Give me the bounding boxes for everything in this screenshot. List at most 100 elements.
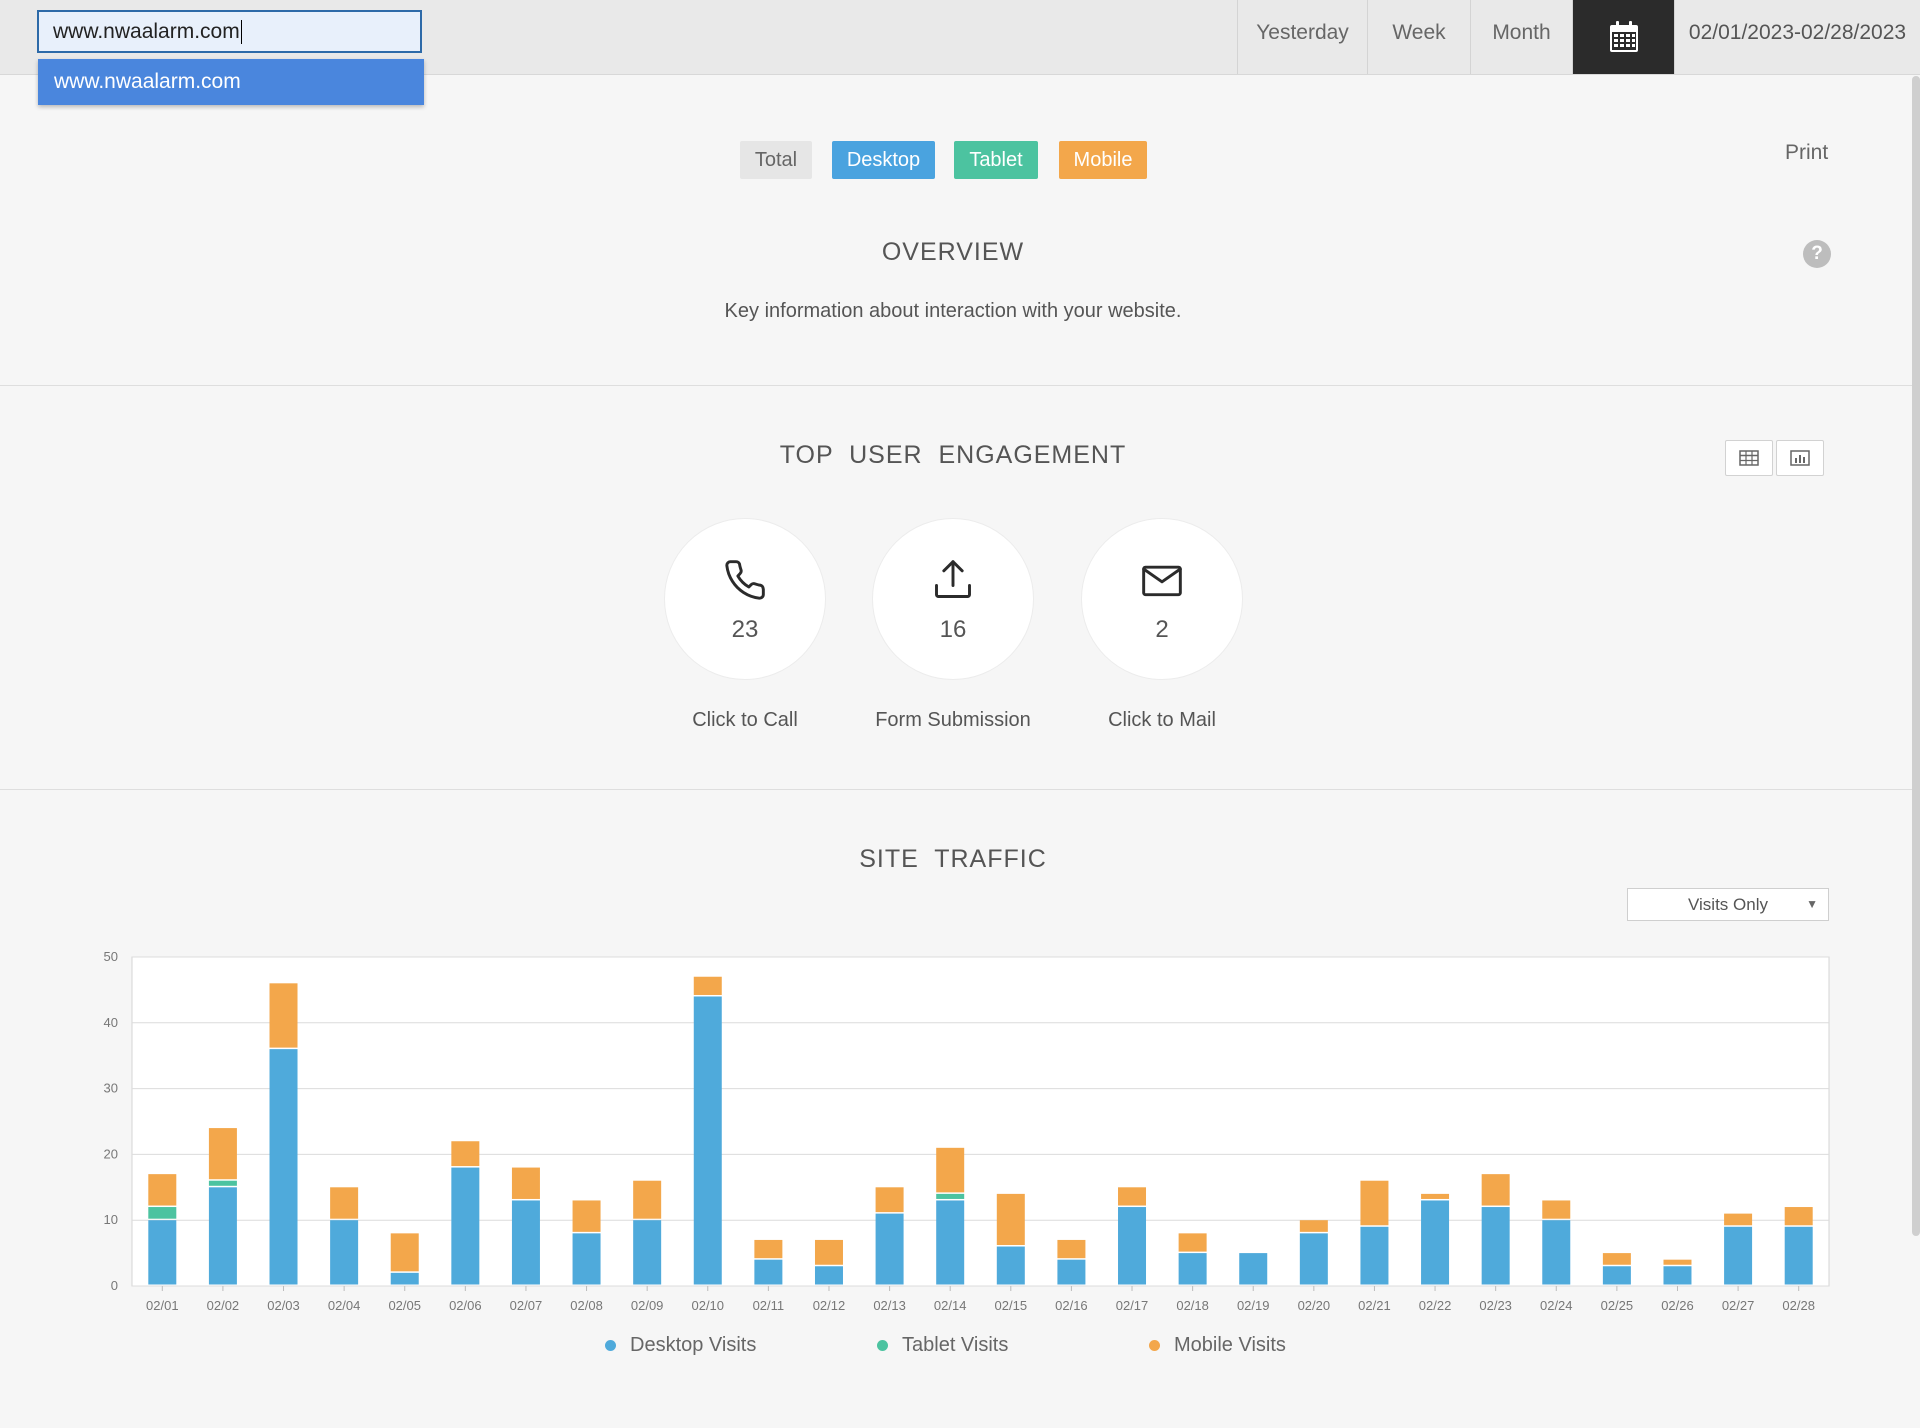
x-tick-label: 02/28 <box>1782 1298 1815 1313</box>
bar-tablet-visits <box>208 1180 237 1186</box>
engagement-circle: 16 <box>872 518 1034 680</box>
week-button[interactable]: Week <box>1367 0 1470 74</box>
bar-desktop-visits <box>1663 1266 1692 1285</box>
filter-mobile[interactable]: Mobile <box>1059 141 1147 179</box>
x-tick-label: 02/01 <box>146 1298 179 1313</box>
x-tick-label: 02/25 <box>1601 1298 1634 1313</box>
engagement-label: Form Submission <box>875 709 1031 731</box>
x-tick-label: 02/17 <box>1116 1298 1149 1313</box>
bar-mobile-visits <box>1178 1233 1207 1252</box>
legend-item-tablet[interactable]: Tablet Visits <box>877 1334 1008 1357</box>
y-tick-label: 20 <box>104 1146 118 1161</box>
engagement-count: 16 <box>939 616 967 643</box>
visits-mode-select[interactable]: Visits Only ▼ <box>1627 888 1829 921</box>
bar-mobile-visits <box>1724 1213 1753 1226</box>
x-tick-label: 02/23 <box>1479 1298 1512 1313</box>
legend-item-desktop[interactable]: Desktop Visits <box>605 1334 756 1357</box>
bar-desktop-visits <box>1481 1207 1510 1285</box>
bar-mobile-visits <box>572 1200 601 1232</box>
date-navigation: Yesterday Week Month 02/01/2023-02/28/20… <box>1237 0 1920 74</box>
x-tick-label: 02/12 <box>813 1298 846 1313</box>
upload-icon <box>935 560 971 598</box>
calendar-button[interactable] <box>1572 0 1674 74</box>
section-divider <box>0 789 1912 790</box>
visits-mode-value: Visits Only <box>1688 895 1768 914</box>
legend-dot <box>1149 1340 1160 1351</box>
engagement-click-to-mail[interactable]: 2 Click to Mail <box>1080 518 1244 732</box>
bar-mobile-visits <box>1784 1207 1813 1226</box>
bar-desktop-visits <box>1299 1233 1328 1285</box>
x-tick-label: 02/27 <box>1722 1298 1755 1313</box>
x-tick-label: 02/21 <box>1358 1298 1391 1313</box>
bar-chart-icon <box>1790 450 1810 466</box>
plot-area <box>131 956 1830 1287</box>
yesterday-button[interactable]: Yesterday <box>1237 0 1367 74</box>
section-divider <box>0 385 1912 386</box>
engagement-click-to-call[interactable]: 23 Click to Call <box>663 518 827 732</box>
table-icon <box>1739 450 1759 466</box>
bar-mobile-visits <box>1360 1180 1389 1226</box>
engagement-count: 23 <box>731 616 759 643</box>
x-tick-label: 02/19 <box>1237 1298 1270 1313</box>
x-tick-label: 02/02 <box>207 1298 240 1313</box>
x-tick-label: 02/08 <box>570 1298 603 1313</box>
x-tick-label: 02/07 <box>510 1298 543 1313</box>
bar-tablet-visits <box>936 1193 965 1199</box>
bar-mobile-visits <box>1057 1239 1086 1259</box>
bar-desktop-visits <box>1360 1226 1389 1285</box>
y-tick-label: 30 <box>104 1081 118 1096</box>
mail-icon <box>1142 565 1182 597</box>
overview-description: Key information about interaction with y… <box>724 300 1182 322</box>
engagement-form-submission[interactable]: 16 Form Submission <box>871 518 1035 732</box>
bar-mobile-visits <box>1481 1174 1510 1206</box>
engagement-circle: 2 <box>1081 518 1243 680</box>
x-tick-label: 02/14 <box>934 1298 967 1313</box>
bar-mobile-visits <box>633 1180 662 1219</box>
site-search-input[interactable]: www.nwaalarm.com <box>37 10 422 53</box>
y-tick-label: 40 <box>104 1015 118 1030</box>
legend-item-mobile[interactable]: Mobile Visits <box>1149 1334 1286 1357</box>
autocomplete-option[interactable]: www.nwaalarm.com <box>38 59 424 105</box>
site-input-value: www.nwaalarm.com <box>53 20 240 43</box>
bar-desktop-visits <box>1602 1266 1631 1285</box>
filter-total[interactable]: Total <box>740 141 812 179</box>
bar-desktop-visits <box>754 1259 783 1285</box>
engagement-label: Click to Call <box>692 709 798 731</box>
x-tick-label: 02/15 <box>995 1298 1028 1313</box>
bar-mobile-visits <box>754 1239 783 1259</box>
x-tick-label: 02/16 <box>1055 1298 1088 1313</box>
x-tick-label: 02/24 <box>1540 1298 1573 1313</box>
x-tick-label: 02/10 <box>691 1298 724 1313</box>
legend-dot <box>877 1340 888 1351</box>
phone-icon <box>725 560 765 600</box>
bar-desktop-visits <box>633 1220 662 1285</box>
bar-desktop-visits <box>1239 1253 1268 1285</box>
bar-mobile-visits <box>996 1193 1025 1246</box>
bar-desktop-visits <box>1118 1207 1147 1285</box>
bar-desktop-visits <box>1724 1226 1753 1285</box>
filter-tablet[interactable]: Tablet <box>954 141 1038 179</box>
chart-view-button[interactable] <box>1776 440 1824 476</box>
bar-mobile-visits <box>330 1187 359 1219</box>
bar-mobile-visits <box>511 1167 540 1199</box>
bar-mobile-visits <box>390 1233 419 1272</box>
date-range-display[interactable]: 02/01/2023-02/28/2023 <box>1674 0 1920 74</box>
filter-desktop[interactable]: Desktop <box>832 141 935 179</box>
page-scrollbar[interactable] <box>1912 76 1920 1236</box>
table-view-button[interactable] <box>1725 440 1773 476</box>
bar-desktop-visits <box>572 1233 601 1285</box>
bar-mobile-visits <box>208 1128 237 1180</box>
print-link[interactable]: Print <box>1785 141 1829 164</box>
help-icon[interactable]: ? <box>1803 240 1831 268</box>
bar-desktop-visits <box>1178 1253 1207 1285</box>
bar-mobile-visits <box>1118 1187 1147 1206</box>
x-tick-label: 02/26 <box>1661 1298 1694 1313</box>
site-traffic-chart: 0 10 20 30 40 50 02/01 02/02 02/03 02/04 02/05 02/0… <box>104 949 1830 1313</box>
bar-mobile-visits <box>148 1174 177 1206</box>
bar-mobile-visits <box>875 1187 904 1213</box>
x-tick-label: 02/13 <box>873 1298 906 1313</box>
bar-mobile-visits <box>1421 1193 1450 1199</box>
calendar-icon <box>1609 21 1638 52</box>
month-button[interactable]: Month <box>1470 0 1572 74</box>
bar-mobile-visits <box>1663 1259 1692 1265</box>
